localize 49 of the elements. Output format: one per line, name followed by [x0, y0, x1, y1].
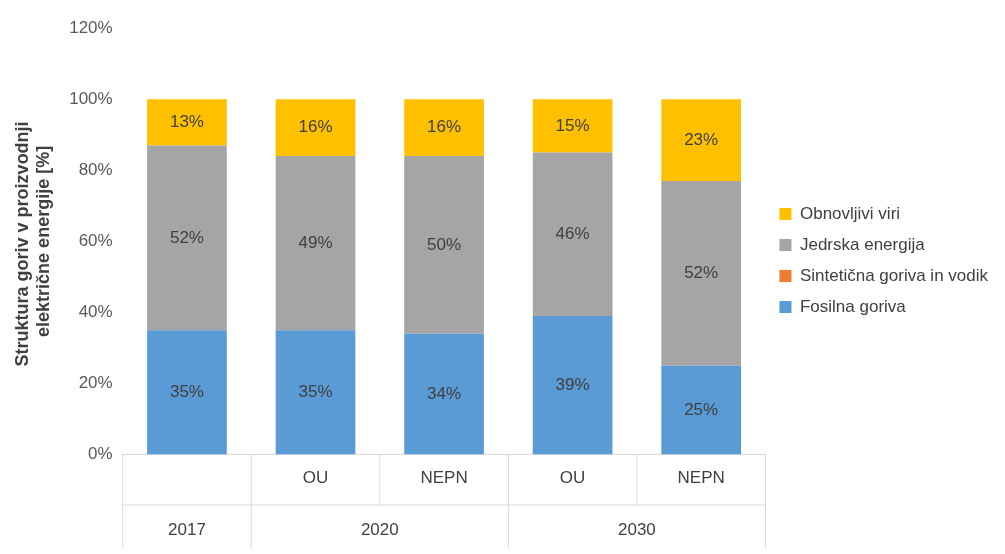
bar [661, 99, 742, 181]
bar [404, 333, 484, 455]
x-tick-label: NEPN [677, 468, 725, 488]
y-tick-label: 100% [69, 88, 113, 108]
bar [532, 99, 613, 153]
data-label: 50% [427, 234, 462, 254]
bar [275, 156, 356, 331]
data-label: 34% [427, 383, 462, 403]
text: 2017 [168, 520, 206, 540]
data-label: 49% [298, 232, 333, 252]
x-tick-label: OU [302, 468, 329, 488]
bar [275, 99, 356, 157]
data-label: 35% [169, 382, 204, 402]
data-label: 23% [684, 129, 719, 149]
data-label: 52% [169, 227, 204, 247]
y-tick-label: 40% [78, 302, 113, 322]
x-tick-label: NEPN [420, 468, 468, 488]
data-label: 13% [169, 112, 204, 132]
y-tick-label: 0% [88, 444, 113, 464]
data-label: 35% [298, 382, 333, 402]
bar [661, 180, 742, 366]
y-tick-label: 20% [78, 373, 113, 393]
y-tick-label: 120% [69, 17, 113, 37]
data-label: 39% [555, 375, 590, 394]
y-axis-title: Struktura goriv v proizvodnji električne energije [%] [11, 116, 54, 367]
data-label: 16% [298, 117, 333, 137]
bar [532, 152, 613, 317]
bar [275, 330, 356, 455]
data-label: 52% [684, 263, 719, 283]
legend-label: Obnovljivi viri [799, 203, 901, 223]
data-label: 25% [684, 399, 719, 419]
bar [532, 316, 613, 455]
bar [404, 99, 484, 157]
bar [404, 156, 484, 334]
data-label: 15% [555, 115, 590, 135]
bar [147, 330, 227, 455]
bar [147, 99, 227, 146]
legend-label: Fosilna goriva [799, 296, 907, 316]
data-label: 16% [427, 117, 462, 137]
data-label: 46% [555, 223, 590, 243]
x-tick-label: OU [559, 468, 586, 488]
text: 2030 [617, 520, 656, 540]
y-tick-label: 80% [78, 160, 113, 180]
legend-label: Jedrska energija [799, 234, 926, 254]
y-tick-label: 60% [78, 231, 113, 251]
bar [147, 145, 227, 331]
text: 2020 [360, 520, 399, 540]
bar [661, 365, 742, 455]
legend-label: Sintetična goriva in vodik [799, 265, 989, 285]
